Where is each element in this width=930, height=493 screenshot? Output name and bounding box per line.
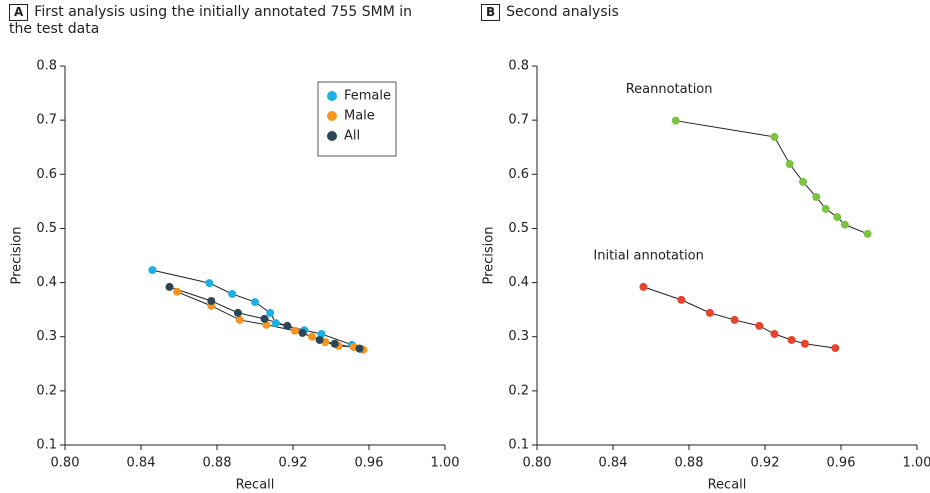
point xyxy=(315,335,324,344)
legend-label: All xyxy=(344,129,360,144)
point xyxy=(785,159,794,168)
panel-title: A First analysis using the initially anno… xyxy=(9,4,429,37)
point xyxy=(173,287,182,296)
point xyxy=(330,339,339,348)
y-tick-label: 0.5 xyxy=(36,221,57,236)
series-line xyxy=(643,286,836,349)
point xyxy=(833,213,842,222)
y-tick-label: 0.3 xyxy=(36,329,57,344)
y-tick-label: 0.4 xyxy=(36,275,57,290)
x-tick-label: 0.92 xyxy=(279,456,308,471)
point xyxy=(799,177,807,186)
panel-tag: B xyxy=(481,4,501,21)
series-label: Reannotation xyxy=(626,82,713,97)
y-tick-label: 0.8 xyxy=(508,59,529,74)
point xyxy=(228,289,237,298)
y-tick-label: 0.8 xyxy=(36,59,57,74)
panel-title: B Second analysis xyxy=(481,4,901,21)
point xyxy=(271,319,280,328)
y-tick-label: 0.3 xyxy=(508,329,529,344)
point xyxy=(812,193,821,202)
point xyxy=(639,282,648,291)
x-tick-label: 0.84 xyxy=(127,456,156,471)
point xyxy=(755,321,764,330)
x-tick-label: 0.96 xyxy=(827,456,856,471)
point xyxy=(705,308,714,317)
x-tick-label: 0.88 xyxy=(675,456,704,471)
x-tick-label: 0.96 xyxy=(355,456,384,471)
point xyxy=(863,229,872,238)
x-axis-label: Recall xyxy=(236,478,275,493)
point xyxy=(787,335,796,344)
point xyxy=(205,279,214,288)
legend-label: Male xyxy=(344,109,375,124)
x-tick-label: 1.00 xyxy=(903,456,930,471)
point xyxy=(677,295,686,304)
y-tick-label: 0.6 xyxy=(508,167,529,182)
point xyxy=(233,308,242,317)
point xyxy=(770,132,779,141)
y-tick-label: 0.2 xyxy=(508,383,529,398)
x-tick-label: 0.88 xyxy=(203,456,232,471)
point xyxy=(207,296,216,305)
y-tick-label: 0.1 xyxy=(36,438,57,453)
x-axis-label: Recall xyxy=(708,478,747,493)
point xyxy=(800,339,809,348)
point xyxy=(308,332,316,341)
series-label: Initial annotation xyxy=(593,248,703,263)
x-tick-label: 0.80 xyxy=(523,456,552,471)
point xyxy=(770,330,779,339)
point xyxy=(165,282,174,291)
legend-swatch xyxy=(327,91,337,101)
x-tick-label: 0.80 xyxy=(51,456,80,471)
point xyxy=(821,204,830,213)
title: Second analysis xyxy=(506,4,619,20)
point xyxy=(355,344,364,353)
x-tick-label: 0.92 xyxy=(751,456,780,471)
point xyxy=(148,266,157,275)
point xyxy=(840,220,849,229)
legend-label: Female xyxy=(344,89,391,104)
y-tick-label: 0.6 xyxy=(36,167,57,182)
point xyxy=(730,315,739,324)
legend-swatch xyxy=(327,111,337,121)
y-tick-label: 0.1 xyxy=(508,438,529,453)
y-axis-label: Precision xyxy=(482,226,497,284)
y-tick-label: 0.7 xyxy=(36,113,57,128)
point xyxy=(290,326,299,335)
point xyxy=(260,314,269,323)
point xyxy=(298,328,307,337)
y-tick-label: 0.4 xyxy=(508,275,529,290)
point xyxy=(235,315,244,324)
point xyxy=(251,298,259,307)
x-tick-label: 1.00 xyxy=(431,456,460,471)
point xyxy=(266,308,275,317)
series-line xyxy=(152,269,362,350)
point xyxy=(283,321,292,330)
x-tick-label: 0.84 xyxy=(599,456,628,471)
legend-swatch xyxy=(327,131,337,141)
point xyxy=(671,116,680,125)
y-tick-label: 0.7 xyxy=(508,113,529,128)
y-tick-label: 0.5 xyxy=(508,221,529,236)
title: First analysis using the initially annot… xyxy=(9,4,412,37)
y-tick-label: 0.2 xyxy=(36,383,57,398)
point xyxy=(831,344,840,353)
y-axis-label: Precision xyxy=(10,226,25,284)
